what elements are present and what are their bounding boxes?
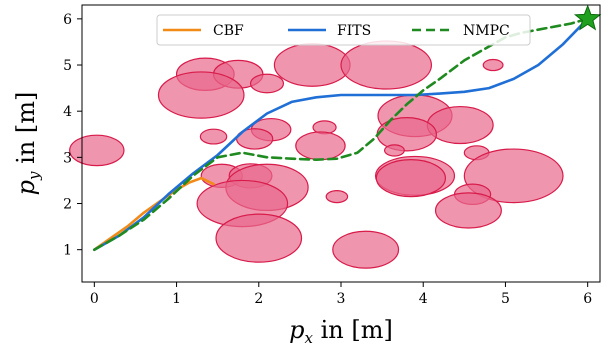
legend-label-nmpc: NMPC — [463, 23, 510, 39]
obstacle-8 — [199, 128, 228, 145]
x-axis-label-rest: in [m] — [313, 316, 393, 344]
legend-label-cbf: CBF — [213, 23, 244, 39]
x-tick-label: 6 — [583, 291, 592, 307]
x-tick-label: 4 — [419, 291, 428, 307]
y-axis-label-sub: y — [25, 171, 43, 181]
obstacle-6 — [482, 58, 504, 72]
trajectory-fits — [93, 17, 589, 251]
trajectories-layer — [93, 17, 589, 251]
y-tick-label: 5 — [63, 58, 72, 74]
obstacle-22 — [215, 213, 303, 263]
x-axis-label-var: p — [289, 316, 304, 344]
x-tick-label: 5 — [501, 291, 510, 307]
y-tick-label: 6 — [63, 12, 72, 28]
obstacle-4 — [273, 43, 351, 87]
x-axis-label: px in [m] — [289, 316, 393, 347]
obstacle-7 — [69, 134, 125, 167]
x-tick-label: 1 — [172, 291, 181, 307]
y-axis-label-rest: in [m] — [12, 92, 40, 172]
x-tick-label: 2 — [254, 291, 263, 307]
goal-star-icon — [573, 4, 602, 31]
markers-layer — [573, 4, 602, 31]
obstacle-14 — [426, 105, 494, 145]
legend: CBF FITS NMPC — [156, 14, 531, 46]
legend-label-fits: FITS — [337, 23, 371, 39]
obstacle-3 — [249, 73, 285, 94]
x-axis-label-sub: x — [305, 329, 314, 347]
y-axis-label-var: p — [12, 180, 40, 195]
obstacle-2 — [157, 71, 245, 119]
obstacle-25 — [375, 159, 447, 198]
y-tick-label: 1 — [63, 243, 72, 259]
obstacle-17 — [383, 144, 405, 157]
y-tick-label: 2 — [63, 197, 72, 213]
obstacles-layer — [69, 40, 564, 269]
obstacle-5 — [340, 40, 433, 90]
obstacle-12 — [295, 131, 346, 161]
obstacle-15 — [376, 117, 437, 152]
y-tick-label: 3 — [63, 150, 72, 166]
y-axis-label: py in [m] — [12, 92, 43, 196]
obstacle-23 — [325, 189, 349, 204]
trajectory-nmpc — [93, 17, 589, 251]
x-tick-label: 3 — [337, 291, 346, 307]
ticks-layer: 0 1 2 3 4 5 6 1 2 3 4 5 6 — [63, 12, 592, 307]
obstacle-29 — [332, 230, 400, 269]
x-tick-label: 0 — [90, 291, 99, 307]
legend-box — [156, 14, 531, 46]
obstacle-28 — [434, 192, 502, 229]
y-tick-label: 4 — [63, 104, 72, 120]
